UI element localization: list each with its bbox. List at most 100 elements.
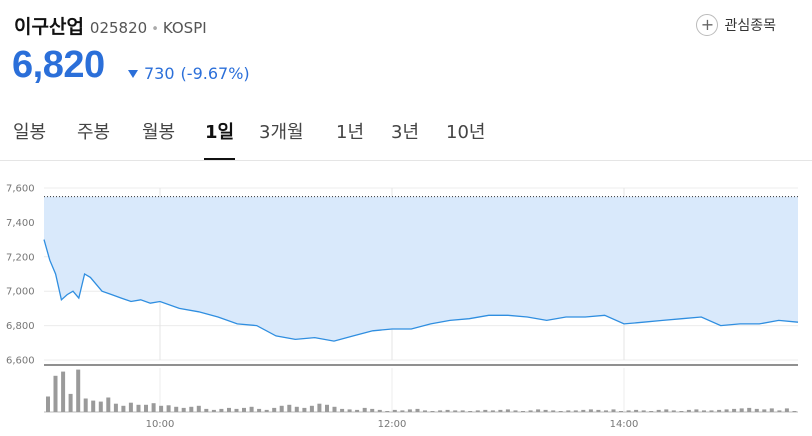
volume-bar [649,411,654,412]
tab-1day[interactable]: 1일 [205,122,235,143]
volume-bar [762,409,767,412]
volume-bar [181,407,186,412]
stock-header: 이구산업 025820 • KOSPI [14,12,207,40]
favorite-label: 관심종목 [724,18,776,34]
volume-bar [287,404,292,412]
y-tick-label: 7,600 [6,184,35,195]
volume-bar [611,409,616,412]
volume-bar [264,409,269,412]
volume-bar [257,408,262,412]
volume-bar [505,409,510,412]
volume-bar [573,410,578,412]
volume-bar [483,409,488,412]
volume-bar [174,406,179,412]
volume-bar [769,408,774,412]
volume-bar [641,410,646,412]
volume-bar [204,408,209,412]
price-change: 730 (-9.67%) [128,64,250,83]
volume-bar [98,401,103,412]
volume-bar [777,410,782,412]
volume-bar [113,403,118,412]
volume-bar [332,406,337,412]
volume-bar [423,410,427,412]
change-percent: (-9.67%) [180,64,250,83]
volume-bar [325,404,329,412]
tab-1year[interactable]: 1년 [336,122,365,143]
volume-bar [128,402,133,412]
volume-bar [227,407,231,412]
volume-bar [626,410,631,412]
volume-bar [536,409,541,412]
tab-3years[interactable]: 3년 [391,122,420,143]
volume-bar [309,405,314,412]
volume-bar [754,408,759,412]
down-triangle-icon [128,69,138,78]
stock-name: 이구산업 [14,16,84,38]
volume-bar [460,410,465,412]
volume-bar [189,406,194,412]
volume-bar [159,405,164,412]
tab-monthly[interactable]: 월봉 [142,122,176,143]
volume-bar [724,409,729,412]
volume-bar [679,411,684,412]
stock-code: 025820 [89,19,148,37]
tab-10years[interactable]: 10년 [446,122,486,143]
volume-bar [664,409,669,412]
volume-bar [453,410,458,412]
volume-bar [619,411,623,412]
volume-bar [588,409,593,412]
volume-bar [302,407,307,412]
volume-bar [671,410,676,412]
volume-bar [694,409,699,412]
volume-bar [83,398,88,412]
tab-weekly[interactable]: 주봉 [77,122,111,143]
volume-bar [415,408,420,412]
volume-bar [747,407,752,412]
volume-bar [370,408,375,412]
tab-daily[interactable]: 일봉 [13,122,47,143]
volume-bar [430,411,435,412]
volume-bar [61,371,66,412]
volume-bar [392,409,397,412]
x-tick-label: 12:00 [378,419,407,430]
volume-bar [717,409,722,412]
market-name: KOSPI [162,19,207,37]
volume-bar [166,405,171,412]
volume-bar [355,409,360,412]
volume-bar [317,403,322,412]
volume-bar [53,375,58,412]
volume-bar [581,409,586,412]
volume-bar [272,407,277,412]
volume-bar [513,410,518,412]
volume-bar [634,409,639,412]
volume-bar [377,409,382,412]
volume-bar [732,408,737,412]
volume-bar [656,409,661,412]
volume-bar [468,411,473,412]
volume-bar [784,408,789,412]
volume-bar [234,408,239,412]
volume-bar [521,411,525,412]
volume-bar [196,405,201,412]
volume-bar [566,410,571,412]
volume-bar [121,405,126,412]
y-tick-label: 7,400 [6,218,35,229]
active-tab-indicator [204,158,235,160]
x-tick-label: 14:00 [610,419,639,430]
volume-bar [362,407,367,412]
separator-dot: • [151,22,159,37]
volume-bar [702,410,706,412]
period-tabs: 일봉 주봉 월봉 1일 3개월 1년 3년 10년 [0,108,812,161]
volume-bar [385,411,390,412]
volume-bar [551,410,556,412]
y-tick-label: 6,600 [6,356,35,367]
favorite-button[interactable]: + 관심종목 [696,14,776,36]
y-tick-label: 7,000 [6,287,35,298]
volume-bar [242,407,246,412]
price-area-fill [44,196,798,342]
volume-bar [543,409,548,412]
volume-bar [136,404,141,412]
volume-bar [445,409,450,412]
tab-3months[interactable]: 3개월 [259,122,304,143]
